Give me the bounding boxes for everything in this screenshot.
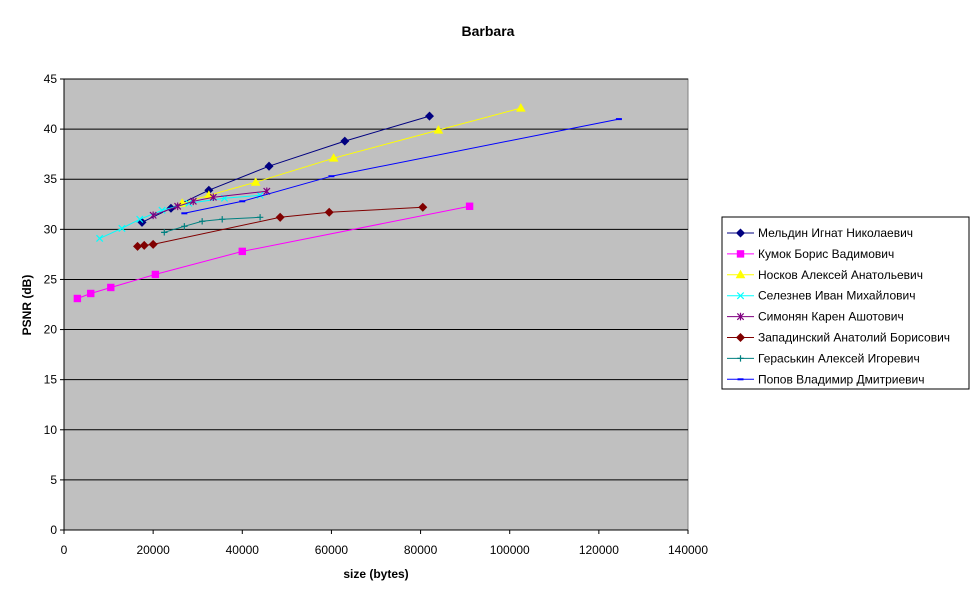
axes: 0 5 10 15 20 25 30 35 40 45 0 20000 40000 60000 80000 1… (44, 72, 709, 557)
series-layer (73, 103, 622, 303)
data-point (181, 223, 188, 230)
x-tick-label: 0 (61, 543, 68, 557)
chart-title: Barbara (462, 23, 515, 39)
legend-label: Гераськин Алексей Игоревич (758, 351, 920, 365)
data-point (433, 125, 444, 134)
y-tick-label: 30 (44, 222, 58, 236)
legend-item: Мельдин Игнат Николаевич (727, 226, 913, 240)
gridlines (64, 78, 688, 481)
x-tick-label: 40000 (226, 543, 260, 557)
legend-marker (737, 355, 744, 362)
legend-item: Гераськин Алексей Игоревич (727, 351, 920, 365)
data-point (209, 193, 217, 202)
x-tick-label: 100000 (490, 543, 530, 557)
data-point (148, 239, 158, 249)
data-point (87, 289, 95, 298)
series-3 (177, 103, 526, 207)
data-point (515, 103, 526, 112)
data-point (118, 224, 126, 232)
data-point (328, 153, 339, 162)
y-tick-label: 5 (50, 473, 57, 487)
x-tick-label: 60000 (315, 543, 349, 557)
legend-box (721, 216, 970, 390)
data-point (198, 218, 206, 225)
legend-marker (736, 312, 745, 321)
legend-label: Попов Владимир Дмитриевич (758, 372, 924, 386)
x-tick-label: 80000 (404, 543, 438, 557)
series-6 (133, 202, 428, 251)
y-axis-label: PSNR (dB) (20, 275, 34, 336)
legend-item: Попов Владимир Дмитриевич (727, 372, 924, 386)
legend-label: Кумок Борис Вадимович (758, 247, 894, 261)
legend-item: Селезнев Иван Михайлович (727, 289, 915, 303)
series-5 (149, 187, 271, 220)
data-point (149, 211, 157, 220)
legend-item: Носков Алексей Анатольевич (727, 268, 923, 282)
legend-item: Кумок Борис Вадимович (727, 247, 894, 261)
series-7 (161, 214, 264, 236)
plot-area (63, 78, 689, 531)
data-point (174, 202, 182, 211)
legend-marker (736, 250, 745, 258)
data-point (107, 283, 115, 292)
data-point (275, 212, 285, 222)
x-tick-label: 120000 (579, 543, 619, 557)
series-line (184, 118, 619, 214)
data-point (465, 202, 474, 210)
legend-label: Селезнев Иван Михайлович (758, 289, 915, 303)
data-point (250, 177, 261, 186)
legend-label: Мельдин Игнат Николаевич (758, 226, 913, 240)
data-point (424, 111, 434, 121)
data-point (418, 202, 428, 212)
y-tick-label: 0 (50, 523, 57, 537)
data-point (185, 199, 193, 207)
series-2 (73, 202, 474, 303)
series-8 (181, 118, 622, 215)
data-point (96, 234, 104, 242)
data-point (73, 294, 82, 303)
legend-label: Симонян Карен Ашотович (758, 310, 904, 324)
y-tick-label: 10 (44, 423, 58, 437)
legend-marker (735, 228, 746, 238)
y-tick-label: 40 (44, 122, 58, 136)
data-point (136, 215, 144, 223)
legend-label: Западинский Анатолий Борисович (758, 331, 950, 345)
x-tick-label: 140000 (668, 543, 708, 557)
data-point (161, 229, 168, 236)
series-line (181, 107, 522, 204)
legend: Мельдин Игнат Николаевич Кумок Борис Вади… (721, 216, 970, 390)
legend-marker (735, 269, 746, 279)
data-point (139, 240, 149, 250)
data-point (264, 161, 274, 171)
legend-item: Западинский Анатолий Борисович (727, 331, 950, 345)
data-point (238, 247, 246, 256)
data-point (219, 216, 226, 223)
data-point (151, 270, 160, 279)
legend-marker (735, 332, 746, 343)
y-tick-label: 25 (44, 272, 58, 286)
data-point (256, 214, 264, 221)
y-tick-label: 15 (44, 373, 58, 387)
data-point (340, 136, 350, 146)
legend-item: Симонян Карен Ашотович (727, 310, 904, 324)
data-point (189, 197, 197, 206)
data-point (324, 207, 334, 217)
y-tick-label: 20 (44, 323, 58, 337)
x-tick-label: 20000 (136, 543, 170, 557)
y-tick-label: 35 (44, 172, 58, 186)
legend-marker (736, 292, 745, 300)
x-axis-label: size (bytes) (343, 567, 408, 581)
y-tick-label: 45 (44, 72, 58, 86)
legend-label: Носков Алексей Анатольевич (758, 268, 923, 282)
series-4 (96, 191, 264, 242)
